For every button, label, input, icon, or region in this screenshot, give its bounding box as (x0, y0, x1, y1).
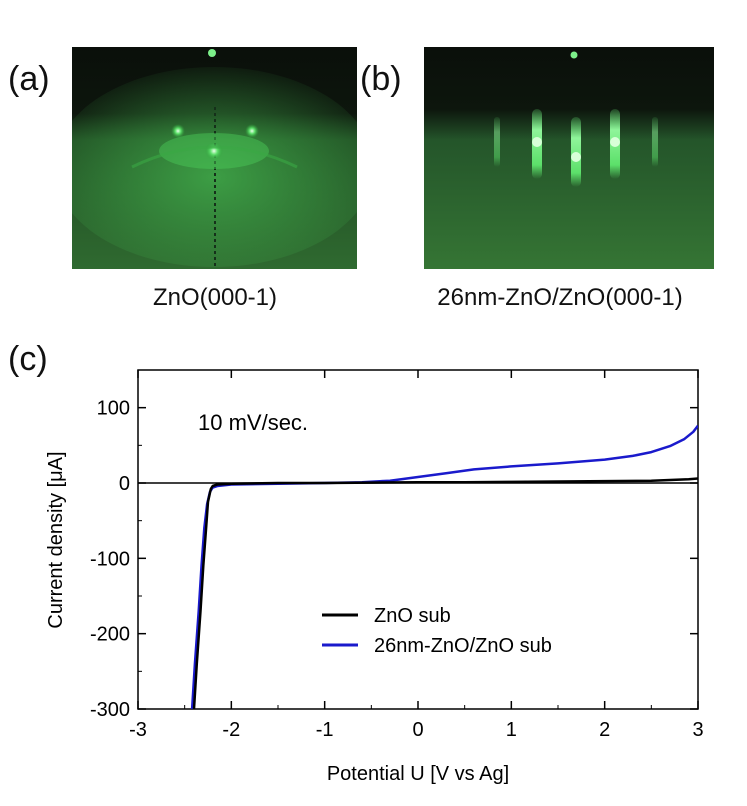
x-tick-label-5: 2 (599, 719, 610, 741)
rate-annotation: 10 mV/sec. (198, 410, 308, 435)
x-tick-label-2: -1 (316, 719, 334, 741)
x-tick-label-1: -2 (222, 719, 240, 741)
y-tick-label-0: -300 (90, 699, 130, 721)
series-line-0 (192, 477, 698, 709)
y-axis-title: Current density [μA] (45, 451, 67, 628)
legend: ZnO sub 26nm-ZnO/ZnO sub (322, 605, 552, 657)
panel-a-label: (a) (8, 60, 50, 98)
x-tick-label-4: 1 (506, 719, 517, 741)
y-tick-label-2: -100 (90, 548, 130, 570)
y-tick-label-1: -200 (90, 624, 130, 646)
y-tick-label-4: 100 (97, 398, 130, 420)
legend-label-26nm-znO: 26nm-ZnO/ZnO sub (374, 635, 552, 657)
x-tick-label-3: 0 (412, 719, 423, 741)
x-tick-label-6: 3 (692, 719, 703, 741)
rheed-image-b (424, 47, 714, 269)
legend-label-znO-sub: ZnO sub (374, 605, 451, 627)
rheed-image-a (54, 47, 374, 269)
series-line-1 (190, 424, 698, 709)
panel-c-label: (c) (8, 340, 48, 378)
x-axis-title: Potential U [V vs Ag] (327, 763, 509, 785)
y-tick-label-3: 0 (119, 473, 130, 495)
panel-b-caption: 26nm-ZnO/ZnO(000-1) (437, 284, 683, 311)
iv-chart: -3 -2 -1 0 1 2 3 -300 -200 -100 0 100 Potential U [… (45, 369, 704, 785)
x-tick-label-0: -3 (129, 719, 147, 741)
panel-a-caption: ZnO(000-1) (152, 284, 278, 311)
panel-b-label: (b) (360, 60, 402, 98)
